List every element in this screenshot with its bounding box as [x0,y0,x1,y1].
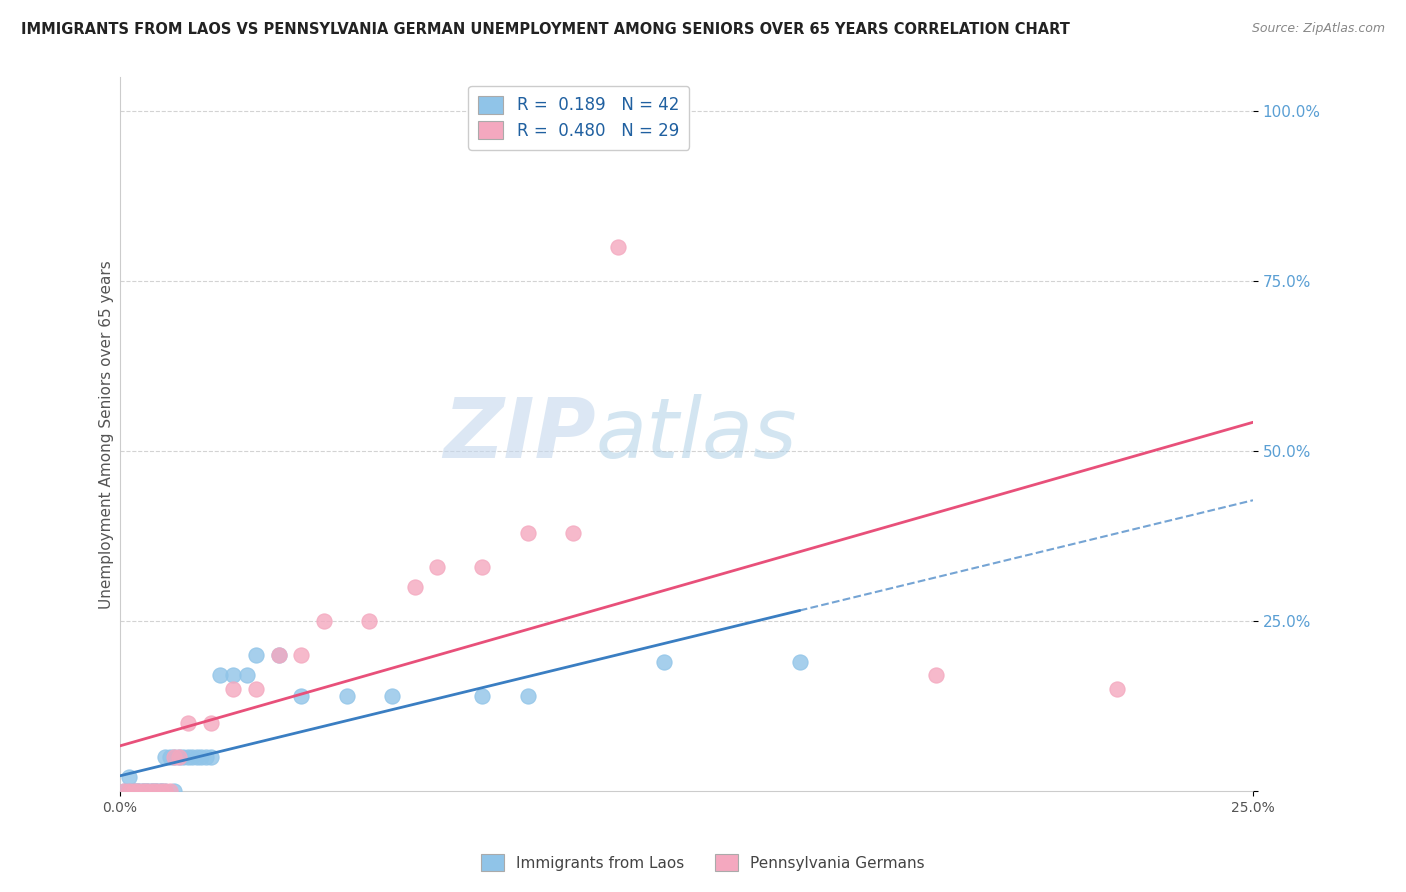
Point [1105,681,1128,696]
Point [267,648,290,662]
Point [516,689,538,703]
Point [145,784,167,798]
Point [404,580,426,594]
Point [471,689,494,703]
Text: ZIP: ZIP [443,393,596,475]
Point [141,784,163,798]
Point [136,784,159,798]
Point [172,750,194,764]
Point [136,784,159,798]
Point [136,784,159,798]
Point [155,750,177,764]
Y-axis label: Unemployment Among Seniors over 65 years: Unemployment Among Seniors over 65 years [100,260,114,608]
Point [516,525,538,540]
Point [122,784,145,798]
Point [141,784,163,798]
Point [159,784,181,798]
Point [145,784,167,798]
Point [312,614,335,628]
Point [114,784,136,798]
Point [222,681,245,696]
Text: Source: ZipAtlas.com: Source: ZipAtlas.com [1251,22,1385,36]
Point [149,784,172,798]
Point [141,784,163,798]
Point [222,668,245,682]
Point [127,784,149,798]
Point [159,750,181,764]
Point [167,750,190,764]
Point [359,614,381,628]
Point [236,668,259,682]
Point [195,750,218,764]
Point [208,668,231,682]
Point [267,648,290,662]
Point [118,770,141,784]
Point [155,784,177,798]
Point [149,784,172,798]
Point [127,784,149,798]
Point [163,750,186,764]
Point [245,648,267,662]
Point [131,784,153,798]
Point [290,648,312,662]
Point [177,750,200,764]
Point [122,784,145,798]
Point [122,784,145,798]
Legend: R =  0.189   N = 42, R =  0.480   N = 29: R = 0.189 N = 42, R = 0.480 N = 29 [468,86,689,150]
Point [131,784,153,798]
Text: IMMIGRANTS FROM LAOS VS PENNSYLVANIA GERMAN UNEMPLOYMENT AMONG SENIORS OVER 65 Y: IMMIGRANTS FROM LAOS VS PENNSYLVANIA GER… [21,22,1070,37]
Point [145,784,167,798]
Point [181,750,204,764]
Point [163,750,186,764]
Point [200,715,222,730]
Point [426,559,449,574]
Point [127,784,149,798]
Point [290,689,312,703]
Point [652,655,675,669]
Point [200,750,222,764]
Point [190,750,212,764]
Point [114,784,136,798]
Point [163,784,186,798]
Point [177,715,200,730]
Point [118,784,141,798]
Point [607,240,630,254]
Point [789,655,811,669]
Point [562,525,585,540]
Point [471,559,494,574]
Point [149,784,172,798]
Text: atlas: atlas [596,393,797,475]
Point [245,681,267,696]
Point [118,784,141,798]
Point [131,784,153,798]
Legend: Immigrants from Laos, Pennsylvania Germans: Immigrants from Laos, Pennsylvania Germa… [472,845,934,880]
Point [925,668,948,682]
Point [381,689,404,703]
Point [167,750,190,764]
Point [335,689,357,703]
Point [186,750,208,764]
Point [155,784,177,798]
